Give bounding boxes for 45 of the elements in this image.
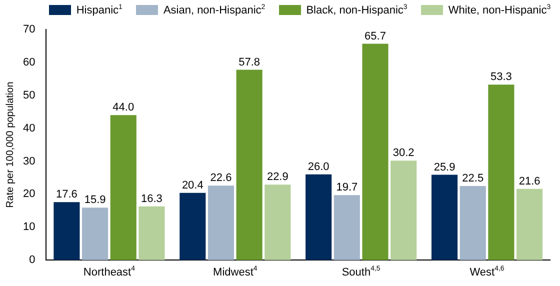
bar — [488, 84, 514, 260]
bar — [460, 186, 486, 260]
y-tick-label: 60 — [22, 56, 36, 69]
data-label: 22.9 — [266, 171, 288, 184]
bar — [138, 206, 165, 260]
data-label: 22.6 — [210, 172, 232, 184]
bar — [334, 195, 360, 260]
bar — [236, 70, 262, 260]
legend-label: Asian, non-Hispanic$^{2}$ — [162, 4, 266, 16]
legend-label: Hispanic$^{1}$ — [75, 4, 122, 16]
data-label: 25.9 — [434, 161, 456, 174]
data-label: 53.3 — [490, 71, 512, 84]
bar — [180, 192, 206, 260]
data-label: 16.3 — [141, 192, 162, 205]
bar — [362, 44, 388, 260]
y-axis-title: Rate per 100,000 population — [4, 82, 16, 208]
legend-label: White, non-Hispanic$^{3}$ — [447, 4, 551, 16]
legend-label: Black, non-Hispanic$^{3}$ — [305, 4, 408, 16]
bar — [82, 208, 108, 260]
y-tick-label: 20 — [22, 188, 36, 200]
data-label: 20.4 — [182, 179, 204, 192]
y-tick-label: 40 — [22, 122, 36, 134]
bar — [390, 160, 417, 260]
data-label: 44.0 — [112, 102, 134, 114]
bar — [306, 174, 332, 260]
bar — [264, 184, 291, 260]
bar — [431, 174, 458, 260]
bar — [208, 186, 234, 260]
y-tick-label: 30 — [22, 155, 36, 168]
data-label: 57.8 — [238, 56, 260, 68]
data-label: 30.2 — [392, 147, 414, 160]
y-tick-label: 10 — [22, 221, 36, 234]
bar — [54, 202, 80, 260]
y-tick-label: 50 — [22, 89, 36, 102]
bar — [516, 188, 543, 260]
y-tick-label: 70 — [22, 24, 36, 36]
data-label: 19.7 — [336, 182, 358, 194]
data-label: 15.9 — [84, 194, 106, 206]
data-label: 17.6 — [56, 188, 78, 201]
data-label: 65.7 — [364, 30, 386, 42]
bar — [110, 115, 136, 260]
data-label: 22.5 — [462, 172, 484, 184]
data-label: 26.0 — [308, 160, 330, 173]
data-label: 21.6 — [518, 175, 540, 188]
y-tick-label: 0 — [29, 254, 36, 266]
